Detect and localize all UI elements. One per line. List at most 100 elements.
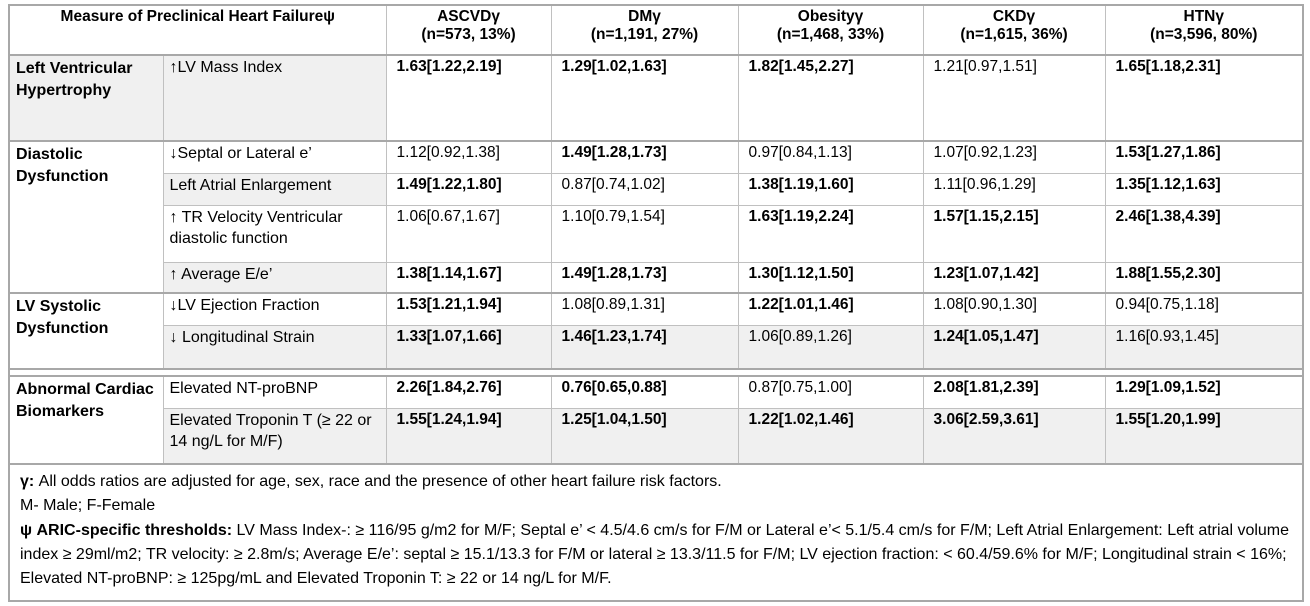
table-title: Measure of Preclinical Heart Failureψ <box>60 8 335 25</box>
table-row-troponin: Elevated Troponin T (≥ 22 or 14 ng/L for… <box>9 408 1304 465</box>
odds-ratio-cell: 1.08[0.89,1.31] <box>550 292 739 326</box>
odds-ratio-cell: 1.11[0.96,1.29] <box>922 173 1106 206</box>
table-row-avgee: ↑ Average E/e’ 1.38[1.14,1.67] 1.49[1.28,1… <box>9 262 1304 294</box>
odds-ratio-cell: 3.06[2.59,3.61] <box>922 408 1106 465</box>
odds-ratio-cell: 1.10[0.79,1.54] <box>550 205 739 263</box>
odds-ratio-cell: 1.16[0.93,1.45] <box>1104 325 1304 370</box>
measure-label-cell: Left Atrial Enlargement <box>162 173 387 206</box>
footnote-line: γ: All odds ratios are adjusted for age,… <box>20 470 1292 494</box>
column-header-ascvd: ASCVDγ (n=573, 13%) <box>385 4 552 56</box>
column-n-percent: (n=573, 13%) <box>421 26 516 43</box>
measure-header-cell: Measure of Preclinical Heart Failureψ <box>8 4 387 56</box>
footnote-cell: γ: All odds ratios are adjusted for age,… <box>8 463 1304 602</box>
odds-ratio-cell: 1.49[1.28,1.73] <box>550 262 739 294</box>
footnote-symbol: ψ ARIC-specific thresholds: <box>20 521 233 539</box>
odds-ratio-table: Measure of Preclinical Heart Failureψ AS… <box>8 4 1305 602</box>
odds-ratio-cell: 1.06[0.67,1.67] <box>385 205 552 263</box>
footnote-text: All odds ratios are adjusted for age, se… <box>34 473 722 490</box>
spacer-row <box>8 368 1304 377</box>
odds-ratio-cell: 1.07[0.92,1.23] <box>922 140 1106 174</box>
odds-ratio-cell: 1.29[1.09,1.52] <box>1104 375 1304 409</box>
column-header-dm: DMγ (n=1,191, 27%) <box>550 4 739 56</box>
measure-label-cell: ↑ TR Velocity Ventricular diastolic func… <box>162 205 387 263</box>
odds-ratio-cell: 1.55[1.24,1.94] <box>385 408 552 465</box>
group-label-cell: Diastolic Dysfunction <box>8 140 164 294</box>
odds-ratio-cell: 0.87[0.74,1.02] <box>550 173 739 206</box>
column-n-percent: (n=1,468, 33%) <box>776 26 885 43</box>
odds-ratio-cell: 1.25[1.04,1.50] <box>550 408 739 465</box>
odds-ratio-cell: 1.22[1.02,1.46] <box>737 408 924 465</box>
footnote-text: M- Male; F-Female <box>20 497 156 515</box>
column-label: Obesityγ <box>797 8 864 25</box>
column-header-ckd: CKDγ (n=1,615, 36%) <box>922 4 1106 56</box>
measure-label-cell: ↓ Longitudinal Strain <box>162 325 387 370</box>
odds-ratio-cell: 1.23[1.07,1.42] <box>922 262 1106 294</box>
column-label: HTNγ <box>1183 8 1224 25</box>
odds-ratio-cell: 1.49[1.22,1.80] <box>385 173 552 206</box>
table-header: Measure of Preclinical Heart Failureψ AS… <box>8 4 1304 56</box>
odds-ratio-cell: 1.08[0.90,1.30] <box>922 292 1106 326</box>
odds-ratio-cell: 1.22[1.01,1.46] <box>737 292 924 326</box>
odds-ratio-cell: 1.65[1.18,2.31] <box>1104 54 1304 142</box>
measure-label-cell: ↓Septal or Lateral e’ <box>162 140 387 174</box>
odds-ratio-cell: 1.49[1.28,1.73] <box>550 140 739 174</box>
footnote-text: LV Mass Index-: ≥ 116/95 g/m2 for M/F; S… <box>20 521 1290 588</box>
odds-ratio-cell: 1.30[1.12,1.50] <box>737 262 924 294</box>
footnote-line: ψ ARIC-specific thresholds: LV Mass Inde… <box>20 519 1292 592</box>
table-row-trvel: ↑ TR Velocity Ventricular diastolic func… <box>9 205 1304 263</box>
footnote-symbol: γ: <box>20 473 35 490</box>
column-header-obesity: Obesityγ (n=1,468, 33%) <box>737 4 924 56</box>
measure-label-cell: Elevated Troponin T (≥ 22 or 14 ng/L for… <box>162 408 387 465</box>
odds-ratio-cell: 1.46[1.23,1.74] <box>550 325 739 370</box>
odds-ratio-cell: 1.33[1.07,1.66] <box>385 325 552 370</box>
table-row-ntprobnp: Abnormal Cardiac Biomarkers Elevated NT-p… <box>8 375 1304 465</box>
table-row-lvef: LV Systolic Dysfunction ↓LV Ejection Frac… <box>8 292 1304 370</box>
odds-ratio-cell: 2.26[1.84,2.76] <box>385 375 552 409</box>
odds-ratio-cell: 1.38[1.14,1.67] <box>385 262 552 294</box>
odds-ratio-cell: 1.38[1.19,1.60] <box>737 173 924 206</box>
table-footer: γ: All odds ratios are adjusted for age,… <box>8 463 1304 602</box>
odds-ratio-cell: 2.46[1.38,4.39] <box>1104 205 1304 263</box>
measure-label-cell: ↓LV Ejection Fraction <box>162 292 387 326</box>
measure-label-cell: Elevated NT-proBNP <box>162 375 387 409</box>
column-label: DMγ <box>628 8 661 25</box>
column-header-htn: HTNγ (n=3,596, 80%) <box>1104 4 1304 56</box>
table-row-septal: Diastolic Dysfunction ↓Septal or Lateral … <box>8 140 1304 294</box>
odds-ratio-cell: 1.63[1.22,2.19] <box>385 54 552 142</box>
odds-ratio-cell: 0.87[0.75,1.00] <box>737 375 924 409</box>
footnote-row: γ: All odds ratios are adjusted for age,… <box>8 463 1304 602</box>
column-label: CKDγ <box>992 8 1036 25</box>
odds-ratio-cell: 0.94[0.75,1.18] <box>1104 292 1304 326</box>
odds-ratio-cell: 1.82[1.45,2.27] <box>737 54 924 142</box>
odds-ratio-cell: 1.12[0.92,1.38] <box>385 140 552 174</box>
measure-label-cell: ↑LV Mass Index <box>162 54 387 142</box>
table-body: Left Ventricular Hypertrophy ↑LV Mass Ind… <box>8 54 1304 465</box>
odds-ratio-cell: 1.29[1.02,1.63] <box>550 54 739 142</box>
odds-ratio-cell: 1.53[1.21,1.94] <box>385 292 552 326</box>
spacer-cell <box>8 368 1304 377</box>
group-label-cell: Abnormal Cardiac Biomarkers <box>8 375 164 465</box>
odds-ratio-cell: 1.24[1.05,1.47] <box>922 325 1106 370</box>
odds-ratio-cell: 1.21[0.97,1.51] <box>922 54 1106 142</box>
odds-ratio-cell: 1.63[1.19,2.24] <box>737 205 924 263</box>
odds-ratio-cell: 1.55[1.20,1.99] <box>1104 408 1304 465</box>
measure-label-cell: ↑ Average E/e’ <box>162 262 387 294</box>
column-n-percent: (n=1,191, 27%) <box>590 26 699 43</box>
odds-ratio-cell: 1.35[1.12,1.63] <box>1104 173 1304 206</box>
column-label: ASCVDγ <box>437 8 500 25</box>
odds-ratio-cell: 1.06[0.89,1.26] <box>737 325 924 370</box>
group-label-cell: Left Ventricular Hypertrophy <box>8 54 164 142</box>
odds-ratio-cell: 1.53[1.27,1.86] <box>1104 140 1304 174</box>
table-row-strain: ↓ Longitudinal Strain 1.33[1.07,1.66] 1.46… <box>9 325 1304 370</box>
table-row-lae: Left Atrial Enlargement 1.49[1.22,1.80] 0.… <box>9 173 1304 206</box>
odds-ratio-cell: 0.97[0.84,1.13] <box>737 140 924 174</box>
header-row: Measure of Preclinical Heart Failureψ AS… <box>8 4 1304 56</box>
footnote-line: M- Male; F-Female <box>20 494 1292 518</box>
odds-ratio-cell: 0.76[0.65,0.88] <box>550 375 739 409</box>
group-label-cell: LV Systolic Dysfunction <box>8 292 164 370</box>
odds-ratio-cell: 1.57[1.15,2.15] <box>922 205 1106 263</box>
odds-ratio-cell: 2.08[1.81,2.39] <box>922 375 1106 409</box>
table-row-lvmass: Left Ventricular Hypertrophy ↑LV Mass Ind… <box>8 54 1304 142</box>
odds-ratio-cell: 1.88[1.55,2.30] <box>1104 262 1304 294</box>
column-n-percent: (n=3,596, 80%) <box>1150 26 1258 43</box>
